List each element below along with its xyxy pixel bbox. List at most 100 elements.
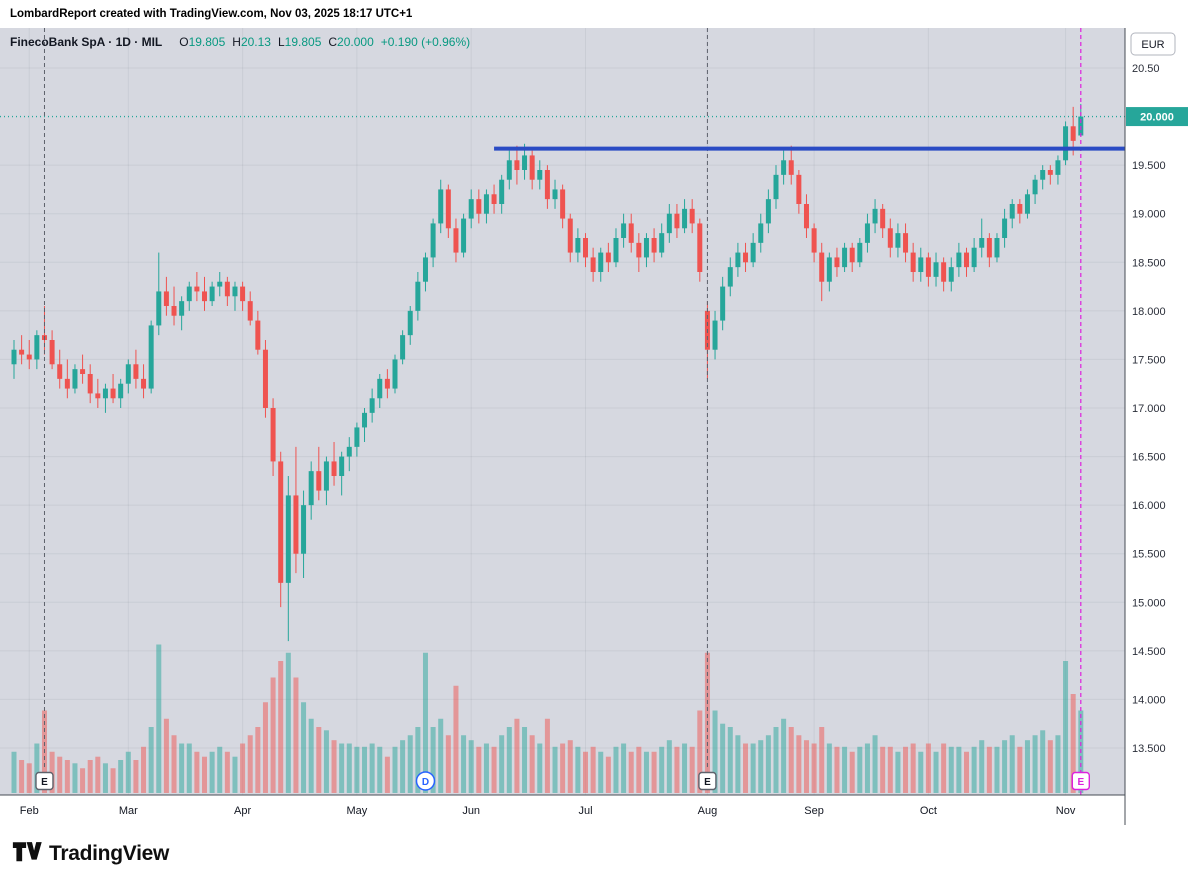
month-tick-label[interactable]: May bbox=[347, 805, 368, 817]
candle-body bbox=[1055, 160, 1061, 175]
candle-body bbox=[986, 238, 992, 258]
price-tick-label: 19.000 bbox=[1132, 209, 1166, 221]
earnings-marker[interactable] bbox=[1071, 771, 1091, 791]
volume-bar bbox=[499, 735, 505, 793]
candle-body bbox=[141, 378, 147, 389]
volume-bar bbox=[788, 727, 794, 793]
volume-bar bbox=[933, 751, 939, 793]
low-value: 19.805 bbox=[284, 35, 322, 49]
volume-bar bbox=[133, 760, 139, 793]
earnings-marker[interactable] bbox=[35, 771, 54, 791]
volume-bar bbox=[575, 746, 581, 793]
volume-bar bbox=[483, 743, 489, 793]
volume-bar bbox=[1002, 740, 1008, 793]
candle-body bbox=[354, 427, 360, 447]
candle-body bbox=[293, 495, 299, 554]
candle-body bbox=[575, 238, 581, 253]
month-tick-label[interactable]: Apr bbox=[234, 805, 251, 817]
candle-body bbox=[224, 281, 230, 297]
last-price-badge bbox=[1126, 107, 1188, 127]
chart-canvas[interactable]: E D E E 20.50 19.500 19.000 18.500 18.000 17.500 1… bbox=[0, 28, 1189, 825]
candle-body bbox=[308, 471, 314, 506]
candle-body bbox=[621, 223, 627, 238]
candle-body bbox=[407, 310, 413, 336]
candle-body bbox=[87, 374, 93, 394]
last-price-badge-label: 20.000 bbox=[1140, 112, 1174, 124]
volume-bar bbox=[171, 735, 177, 793]
candle-body bbox=[682, 208, 688, 229]
candle-body bbox=[964, 252, 969, 268]
candle-body bbox=[857, 242, 863, 263]
dividend-marker[interactable] bbox=[415, 771, 436, 791]
earnings-marker[interactable] bbox=[698, 771, 717, 791]
candle-body bbox=[392, 359, 398, 389]
candle-body bbox=[323, 461, 329, 491]
volume-bar bbox=[476, 746, 482, 793]
volume-bar bbox=[354, 746, 360, 793]
volume-bar bbox=[743, 743, 749, 793]
volume-bar bbox=[522, 727, 528, 793]
candle-body bbox=[476, 199, 482, 214]
candle-body bbox=[163, 291, 169, 306]
volume-bar bbox=[262, 702, 268, 793]
volume-bar bbox=[232, 756, 238, 793]
symbol-title[interactable]: FinecoBank SpA · 1D · MIL bbox=[10, 35, 163, 49]
price-axis-background[interactable] bbox=[1125, 28, 1189, 825]
volume-bar bbox=[758, 740, 764, 793]
volume-bar bbox=[834, 746, 840, 793]
candle-body bbox=[148, 325, 154, 389]
price-tick-label: 20.50 bbox=[1132, 63, 1160, 75]
candle-body bbox=[247, 301, 253, 321]
candle-body bbox=[583, 238, 588, 258]
volume-bar bbox=[560, 743, 566, 793]
candle-body bbox=[11, 349, 17, 365]
time-axis-background[interactable] bbox=[0, 795, 1125, 825]
month-tick-label[interactable]: Mar bbox=[119, 805, 138, 817]
volume-bar bbox=[285, 652, 291, 793]
candle-body bbox=[849, 247, 855, 263]
candle-body bbox=[727, 267, 733, 287]
candle-body bbox=[1017, 204, 1023, 214]
candle-body bbox=[765, 199, 771, 224]
candle-body bbox=[628, 223, 634, 243]
candle-body bbox=[95, 393, 101, 399]
currency-box[interactable] bbox=[1130, 32, 1176, 56]
candle-body bbox=[57, 364, 63, 379]
month-tick-label[interactable]: Oct bbox=[920, 805, 937, 817]
currency-label: EUR bbox=[1141, 39, 1164, 51]
volume-bar bbox=[400, 740, 406, 793]
candle-body bbox=[971, 247, 977, 268]
candle-body bbox=[186, 286, 192, 302]
candle-body bbox=[925, 257, 931, 277]
volume-bar bbox=[102, 763, 108, 793]
price-tick-label: 14.500 bbox=[1132, 646, 1166, 658]
candle-body bbox=[362, 412, 368, 428]
candle-body bbox=[811, 228, 817, 253]
volume-bar bbox=[445, 735, 451, 793]
month-tick-label[interactable]: Nov bbox=[1056, 805, 1076, 817]
price-tick-label: 18.500 bbox=[1132, 257, 1166, 269]
candle-body bbox=[415, 281, 421, 311]
candle-body bbox=[994, 238, 1000, 258]
volume-bar bbox=[544, 718, 550, 793]
volume-bar bbox=[141, 746, 147, 793]
volume-bar bbox=[392, 746, 398, 793]
volume-bar bbox=[331, 740, 337, 793]
month-tick-label[interactable]: Aug bbox=[698, 805, 718, 817]
candle-body bbox=[735, 252, 741, 268]
candle-body bbox=[910, 252, 916, 272]
month-tick-label[interactable]: Sep bbox=[804, 805, 824, 817]
volume-bar bbox=[712, 710, 718, 793]
candle-body bbox=[316, 471, 322, 491]
volume-bar bbox=[872, 735, 878, 793]
volume-bar bbox=[1063, 661, 1069, 793]
candle-body bbox=[339, 456, 345, 476]
volume-bar bbox=[590, 746, 596, 793]
tradingview-watermark[interactable]: TradingView bbox=[12, 839, 169, 870]
candle-body bbox=[643, 238, 649, 258]
month-tick-label[interactable]: Jul bbox=[578, 805, 592, 817]
month-tick-label[interactable]: Jun bbox=[462, 805, 480, 817]
month-tick-label[interactable]: Feb bbox=[20, 805, 39, 817]
volume-bar bbox=[316, 727, 322, 793]
